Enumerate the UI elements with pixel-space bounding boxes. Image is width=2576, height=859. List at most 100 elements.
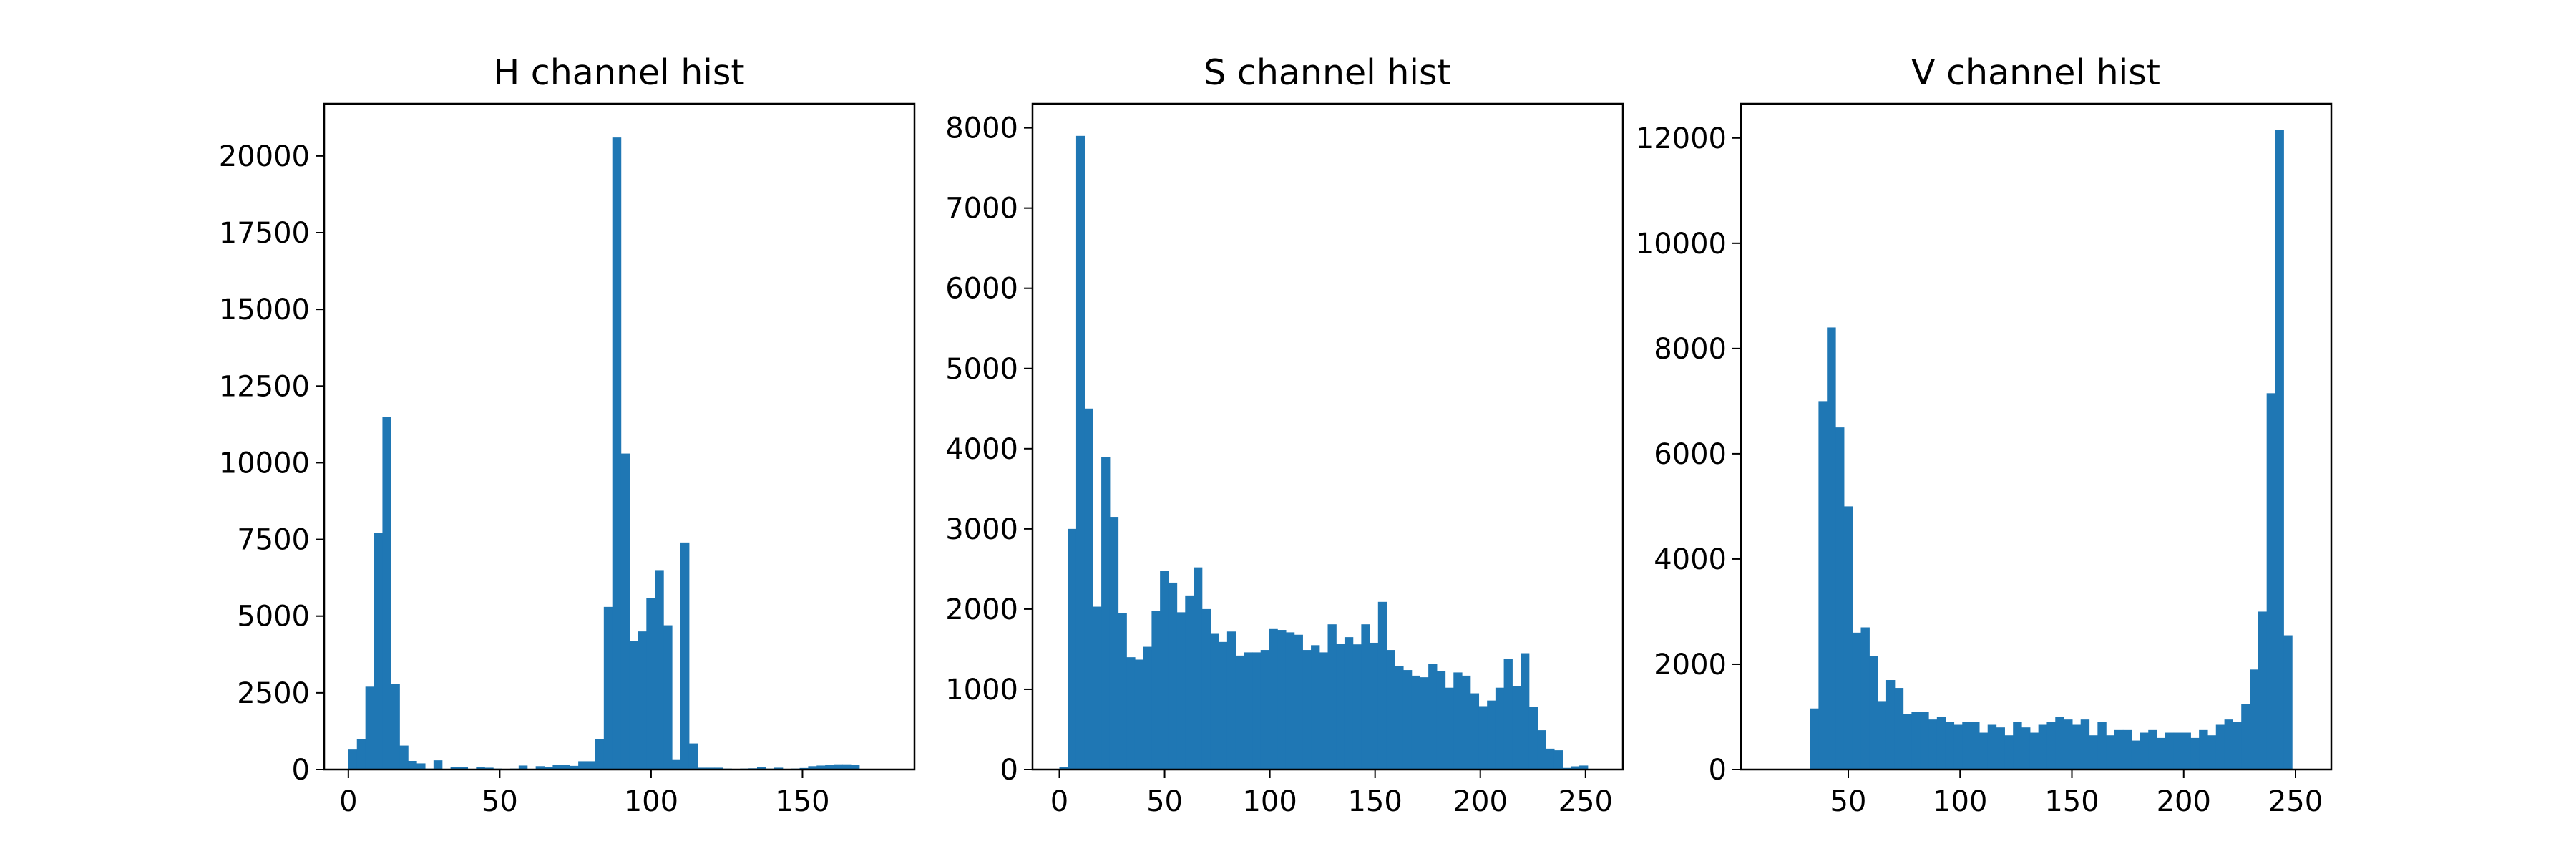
histogram-bar (518, 765, 528, 770)
histogram-bar (1445, 687, 1454, 770)
histogram-bar (2275, 130, 2284, 770)
histogram-bar (1134, 659, 1144, 770)
y-tick-label: 5000 (945, 353, 1018, 386)
histogram-bar (1361, 624, 1370, 770)
histogram-bar (1528, 707, 1538, 770)
y-tick-label: 20000 (219, 140, 310, 173)
histogram-bar (1352, 644, 1362, 770)
histogram-bar (2182, 732, 2191, 770)
histogram-bar (1885, 680, 1896, 770)
x-tick-label: 150 (2044, 785, 2099, 818)
y-tick-label: 2000 (945, 593, 1018, 626)
histogram-bar (450, 767, 460, 770)
y-axis-ticks: 0 2000 4000 6000 8000 10000 12000 (1636, 122, 1741, 787)
histogram-bar (1235, 655, 1244, 770)
histogram-bar (1546, 748, 1555, 770)
histogram-bar (356, 739, 366, 770)
histogram-bar (399, 745, 409, 770)
histogram-bar (808, 766, 817, 770)
histogram-bar (587, 761, 596, 770)
histogram-bar (391, 684, 400, 770)
histogram-bar (697, 767, 707, 770)
y-tick-label: 12500 (219, 370, 310, 403)
histogram-bar (1285, 632, 1295, 770)
y-tick-label: 15000 (219, 293, 310, 326)
x-axis-ticks: 0 50 100 150 (339, 770, 830, 818)
bars (348, 137, 869, 770)
histogram-bar (816, 765, 826, 770)
y-tick-label: 4000 (1654, 543, 1727, 576)
histogram-bar (1495, 687, 1505, 770)
y-tick-label: 8000 (945, 112, 1018, 145)
histogram-bar (1478, 706, 1488, 770)
histogram-bar (1327, 624, 1337, 770)
x-tick-label: 200 (1453, 785, 1508, 818)
histogram-bar (2004, 735, 2014, 770)
histogram-bar (2224, 719, 2234, 770)
histogram-bar (1894, 688, 1904, 770)
histogram-bar (2283, 635, 2293, 770)
histogram-bar (1395, 666, 1404, 770)
histogram-bar (2190, 737, 2200, 770)
y-tick-label: 4000 (945, 433, 1018, 466)
histogram-bar (2140, 732, 2149, 770)
histogram-bar (544, 767, 554, 770)
histogram-bar (1537, 730, 1546, 770)
y-tick-label: 2500 (237, 677, 310, 710)
h-channel-hist-panel: H channel hist 0 2500 5000 7500 10000 12500 15… (219, 52, 916, 818)
histogram-bar (680, 542, 690, 770)
y-tick-label: 1000 (945, 674, 1018, 707)
y-tick-label: 12000 (1636, 122, 1727, 155)
y-tick-label: 17500 (219, 217, 310, 250)
histogram-bar (1244, 652, 1253, 770)
x-axis-ticks: 0 50 100 150 200 250 (1050, 770, 1613, 818)
x-tick-label: 100 (624, 785, 678, 818)
histogram-bar (561, 765, 570, 770)
histogram-bar (1269, 628, 1278, 770)
histogram-bar (1843, 506, 1853, 770)
histogram-bar (757, 767, 766, 770)
histogram-bar (1420, 677, 1429, 770)
x-tick-label: 50 (1830, 785, 1867, 818)
histogram-bar (1860, 627, 1870, 770)
x-tick-label: 200 (2157, 785, 2211, 818)
histogram-bar (1987, 724, 1997, 770)
histogram-bar (1945, 722, 1955, 770)
histogram-bar (2266, 393, 2276, 770)
histogram-bar (1962, 722, 1971, 770)
histogram-bar (706, 767, 716, 770)
histogram-bar (1579, 765, 1589, 770)
histogram-bar (365, 686, 375, 770)
histogram-bar (1277, 630, 1287, 770)
histogram-bar (1160, 571, 1169, 770)
histogram-bar (2029, 732, 2039, 770)
x-tick-label: 0 (1050, 785, 1068, 818)
histogram-bar (1852, 632, 1862, 770)
y-tick-label: 6000 (1654, 438, 1727, 471)
chart-title: S channel hist (1204, 52, 1451, 93)
histogram-bar (1953, 724, 1963, 770)
histogram-bar (1210, 633, 1219, 770)
histogram-bar (1319, 652, 1329, 770)
histogram-bar (1936, 717, 1946, 770)
histogram-bar (1411, 675, 1421, 770)
plot-frame (1740, 102, 2333, 771)
y-tick-label: 10000 (219, 447, 310, 480)
histogram-bar (1979, 732, 1989, 770)
histogram-bar (1336, 644, 1345, 770)
plot-frame (323, 102, 916, 771)
histogram-bar (1835, 427, 1845, 770)
histogram-bar (1571, 766, 1580, 770)
histogram-bar (1553, 750, 1563, 770)
histogram-bar (1370, 642, 1379, 770)
histogram-bar (1453, 672, 1463, 770)
y-tick-label: 2000 (1654, 649, 1727, 681)
histogram-bar (1151, 611, 1161, 770)
histogram-bar (850, 765, 860, 770)
histogram-bar (1470, 693, 1480, 770)
histogram-bar (1068, 528, 1077, 770)
x-tick-label: 250 (2268, 785, 2323, 818)
histogram-bar (1869, 656, 1878, 770)
histogram-bar (1402, 670, 1413, 770)
